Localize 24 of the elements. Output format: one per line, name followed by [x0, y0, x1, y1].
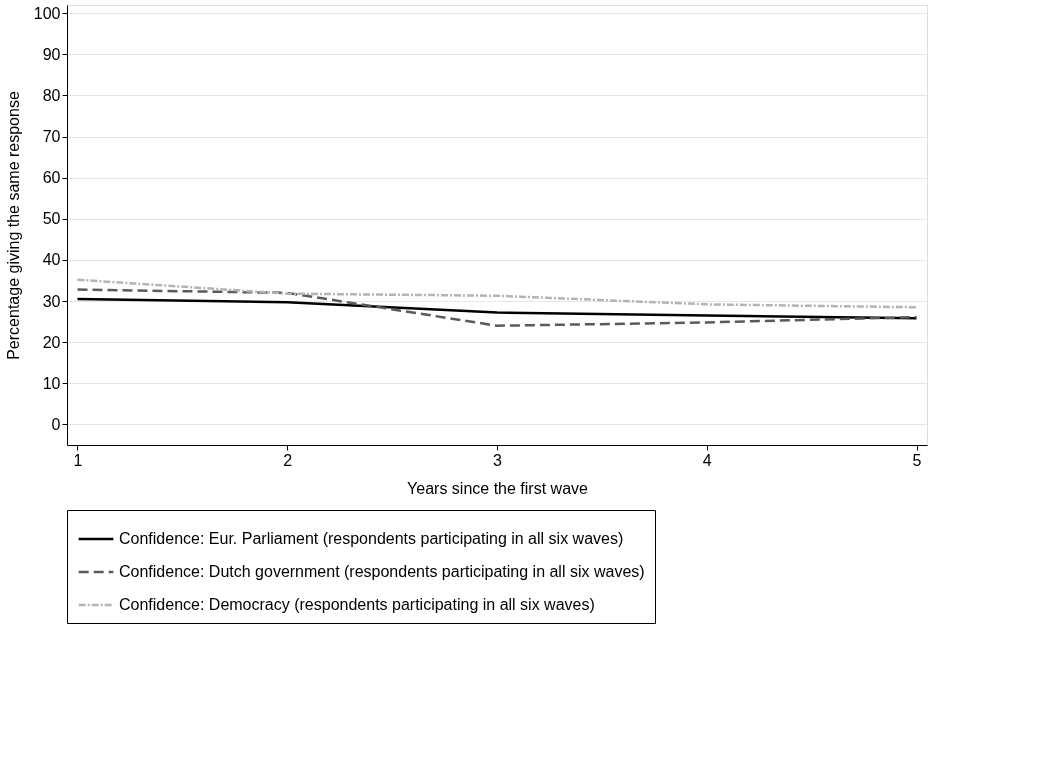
- y-tick-label: 20: [42, 333, 61, 351]
- x-tick-label: 2: [283, 451, 293, 469]
- y-tick-label: 90: [42, 45, 61, 63]
- line-series: [76, 297, 918, 320]
- legend-label: Confidence: Democracy (respondents participating in all six waves): [119, 596, 595, 613]
- y-tick-label: 30: [42, 292, 61, 310]
- y-tick-label: 70: [42, 128, 61, 146]
- y-tick-label: 40: [42, 251, 61, 269]
- line-series: [76, 278, 918, 309]
- y-tick-label: 80: [42, 86, 61, 104]
- y-tick-label: 0: [51, 415, 61, 433]
- line-series: [76, 288, 918, 327]
- legend-label: Confidence: Dutch government (respondents participating in all six waves): [119, 563, 645, 580]
- x-tick-label: 3: [493, 451, 503, 469]
- x-axis-title: Years since the first wave: [407, 479, 589, 497]
- y-tick-label: 60: [42, 169, 61, 187]
- y-tick-label: 50: [42, 210, 61, 228]
- y-tick-label: 10: [42, 374, 61, 392]
- y-tick-label: 100: [33, 4, 61, 22]
- x-tick-label: 4: [702, 451, 712, 469]
- legend-label: Confidence: Eur. Parliament (respondents participating in all six waves): [119, 530, 624, 547]
- x-tick-label: 1: [73, 451, 83, 469]
- y-axis-title: Percentage giving the same response: [4, 91, 22, 360]
- x-tick-label: 5: [912, 451, 922, 469]
